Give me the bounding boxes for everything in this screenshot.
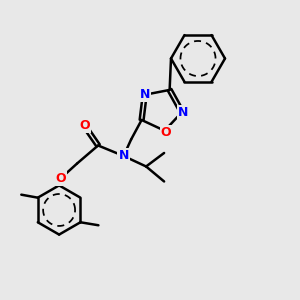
Text: N: N [178,106,189,118]
Text: O: O [161,126,171,139]
Text: N: N [140,88,150,101]
Text: N: N [118,149,129,163]
Text: O: O [79,119,90,133]
Text: O: O [55,172,66,185]
